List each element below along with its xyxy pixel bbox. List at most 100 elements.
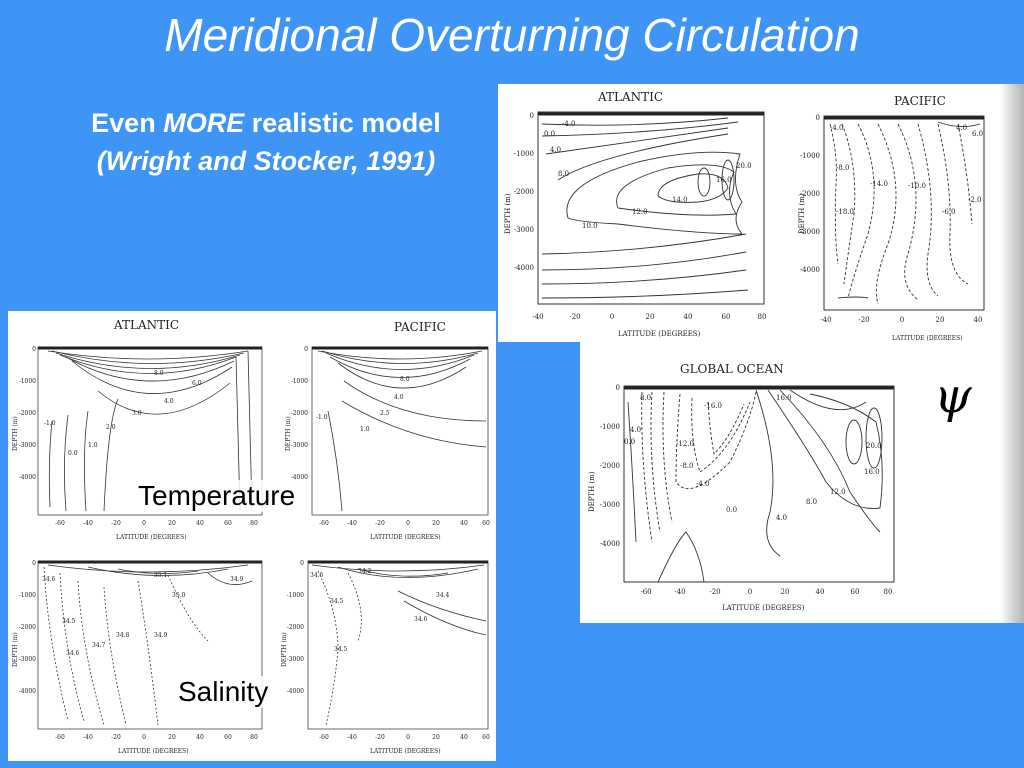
- depth-tick: -2000: [291, 410, 308, 417]
- temp-pacific-lat-ticks: -60 -40 -20 0 20 40 60: [319, 520, 490, 527]
- depth-axis-label: DEPTH (m): [798, 193, 806, 234]
- lat-tick: 80: [250, 734, 258, 741]
- lat-tick: -20: [569, 313, 580, 321]
- depth-tick: 0: [304, 346, 308, 353]
- contour-label: 16.0: [864, 468, 880, 476]
- streamfunction-basins-svg: ATLANTIC PACIFIC -4.0 0.0 4.0 8.0 10.0: [504, 90, 985, 342]
- depth-tick: -1000: [19, 378, 36, 385]
- depth-tick: -4000: [291, 474, 308, 481]
- contour-label: 4.0: [630, 426, 641, 434]
- contour-label: -14.0: [870, 180, 888, 188]
- lat-tick: -20: [111, 734, 121, 741]
- contour-label: -8.0: [836, 164, 850, 172]
- lat-tick: -40: [347, 520, 357, 527]
- depth-tick: 0: [32, 346, 36, 353]
- global-stream-labels: 8.0 4.0 0.0 -16.0 -12.0 -8.0 -4.0 16.0 2…: [624, 394, 882, 522]
- sal-atlantic-labels: 34.6 35.1 35.0 34.9 34.5 34.8 34.7 34.6 …: [42, 572, 244, 657]
- depth-tick: -2000: [19, 410, 36, 417]
- lat-tick: 20: [646, 313, 655, 321]
- lat-tick: -20: [375, 520, 385, 527]
- subtitle: Even MORE realistic model (Wright and St…: [40, 104, 492, 180]
- sal-atlantic-lat-ticks: -60 -40 -20 0 20 40 60 80: [55, 734, 258, 741]
- contour-label: 1.0: [88, 442, 98, 449]
- temperature-label: Temperature: [136, 480, 298, 512]
- lat-tick: 40: [196, 520, 204, 527]
- contour-label: 34.6: [42, 576, 56, 583]
- contour-label: 16.0: [716, 176, 732, 184]
- contour-label: 0.0: [624, 438, 635, 446]
- global-ocean-svg: GLOBAL OCEAN 8.0 4.0 0.0 -16.0 -12.0: [588, 362, 895, 612]
- contour-label: 8.0: [154, 370, 164, 377]
- pacific-stream-labels: -4.0 -8.0 -14.0 -18.0 -10.0 -6.0 -2.0 4.…: [830, 124, 983, 216]
- subtitle-line: Even MORE realistic model: [40, 104, 492, 142]
- scan-edge-shadow: [1000, 84, 1024, 342]
- depth-tick: -4000: [600, 540, 620, 548]
- lat-tick: 20: [168, 734, 176, 741]
- temp-atlantic-depth-ticks: 0 -1000 -2000 -3000 -4000: [19, 346, 36, 481]
- contour-label: 34.6: [310, 572, 324, 579]
- depth-axis-label: DEPTH (m): [588, 471, 596, 512]
- depth-tick: 0: [32, 560, 36, 567]
- contour-label: 10.0: [582, 222, 598, 230]
- contour-label: 34.2: [358, 568, 372, 575]
- depth-tick: -1000: [514, 150, 534, 158]
- contour-label: 34.5: [62, 618, 76, 625]
- contour-label: 16.0: [776, 394, 792, 402]
- depth-tick: -3000: [19, 656, 36, 663]
- sal-atlantic-contours: [43, 566, 209, 726]
- contour-label: 2.0: [106, 424, 116, 431]
- contour-label: 3.0: [132, 410, 142, 417]
- lat-tick: -20: [375, 734, 385, 741]
- atlantic-stream-labels: -4.0 0.0 4.0 8.0 10.0 12.0 14.0 16.0 20.…: [544, 120, 752, 230]
- contour-label: -1.0: [316, 414, 328, 421]
- depth-tick: -2000: [514, 188, 534, 196]
- temp-atlantic-title: ATLANTIC: [113, 318, 179, 332]
- depth-axis-label: DEPTH (m): [12, 416, 19, 451]
- depth-tick: -1000: [287, 592, 304, 599]
- lat-tick: 0: [900, 316, 904, 324]
- depth-tick: -2000: [600, 462, 620, 470]
- lat-axis-label: LATITUDE (DEGREES): [370, 534, 441, 541]
- contour-label: -6.0: [942, 208, 956, 216]
- subtitle-emphasis: MORE: [163, 108, 245, 138]
- subtitle-suffix: realistic model: [251, 108, 441, 138]
- lat-tick: 40: [460, 520, 468, 527]
- depth-tick: 0: [530, 112, 534, 120]
- lat-tick: 40: [974, 316, 983, 324]
- depth-tick: -2000: [19, 624, 36, 631]
- depth-tick: -1000: [600, 423, 620, 431]
- lat-tick: 20: [432, 520, 440, 527]
- contour-label: 34.9: [230, 576, 244, 583]
- contour-label: 1.0: [360, 426, 370, 433]
- lat-tick: 20: [781, 588, 790, 596]
- depth-tick: -4000: [800, 266, 820, 274]
- global-ocean-figure: GLOBAL OCEAN 8.0 4.0 0.0 -16.0 -12.0: [580, 342, 1024, 623]
- lat-axis-label: LATITUDE (DEGREES): [892, 335, 963, 342]
- contour-label: 20.0: [736, 162, 752, 170]
- lat-tick: -60: [55, 734, 65, 741]
- global-solid-contours: [627, 389, 883, 583]
- contour-label: 4.0: [956, 124, 967, 132]
- contour-label: 34.4: [436, 592, 450, 599]
- atlantic-depth-ticks: 0 -1000 -2000 -3000 -4000: [514, 112, 534, 272]
- lat-tick: -40: [347, 734, 357, 741]
- depth-tick: -3000: [287, 656, 304, 663]
- temp-pacific-title: PACIFIC: [394, 320, 446, 334]
- lat-tick: -60: [319, 520, 329, 527]
- lat-axis-label: LATITUDE (DEGREES): [116, 534, 187, 541]
- depth-tick: 0: [816, 114, 820, 122]
- contour-label: 34.8: [116, 632, 130, 639]
- lat-axis-label: LATITUDE (DEGREES): [722, 604, 805, 612]
- contour-label: -2.0: [968, 196, 982, 204]
- contour-label: 35.0: [172, 592, 186, 599]
- contour-label: 0.0: [544, 130, 555, 138]
- contour-label: 20.0: [866, 442, 882, 450]
- lat-tick: -40: [532, 313, 543, 321]
- temp-atlantic-lat-ticks: -60 -40 -20 0 20 40 60 80: [55, 520, 258, 527]
- lat-tick: 0: [142, 520, 146, 527]
- lat-tick: 20: [168, 520, 176, 527]
- lat-tick: -60: [319, 734, 329, 741]
- lat-tick: -60: [640, 588, 651, 596]
- lat-tick: 60: [722, 313, 731, 321]
- lat-tick: 60: [851, 588, 860, 596]
